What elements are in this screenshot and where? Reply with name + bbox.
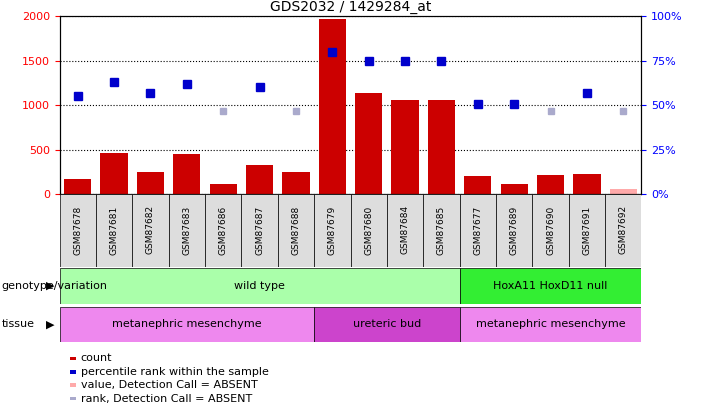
Bar xyxy=(501,184,528,194)
Bar xyxy=(210,184,237,194)
Bar xyxy=(96,194,132,267)
Text: GSM87686: GSM87686 xyxy=(219,205,228,255)
Bar xyxy=(460,268,641,304)
Text: ▶: ▶ xyxy=(46,320,54,329)
Text: wild type: wild type xyxy=(234,281,285,291)
Text: count: count xyxy=(81,354,112,363)
Bar xyxy=(60,268,460,304)
Text: GSM87690: GSM87690 xyxy=(546,205,555,255)
Bar xyxy=(573,174,601,194)
Bar xyxy=(532,194,569,267)
Bar xyxy=(241,194,278,267)
Bar xyxy=(460,194,496,267)
Text: rank, Detection Call = ABSENT: rank, Detection Call = ABSENT xyxy=(81,394,252,403)
Bar xyxy=(64,179,91,194)
Text: ▶: ▶ xyxy=(46,281,54,291)
Bar xyxy=(355,93,382,194)
Text: GSM87677: GSM87677 xyxy=(473,205,482,255)
Text: HoxA11 HoxD11 null: HoxA11 HoxD11 null xyxy=(494,281,608,291)
Text: GSM87683: GSM87683 xyxy=(182,205,191,255)
Bar xyxy=(314,194,350,267)
Text: genotype/variation: genotype/variation xyxy=(1,281,107,291)
Bar xyxy=(169,194,205,267)
Text: GSM87689: GSM87689 xyxy=(510,205,519,255)
Text: GSM87682: GSM87682 xyxy=(146,205,155,254)
Bar xyxy=(605,194,641,267)
Text: GSM87685: GSM87685 xyxy=(437,205,446,255)
Bar xyxy=(246,165,273,194)
Text: GSM87691: GSM87691 xyxy=(583,205,592,255)
Bar xyxy=(428,100,455,194)
Text: GSM87688: GSM87688 xyxy=(292,205,301,255)
Text: GSM87678: GSM87678 xyxy=(74,205,82,255)
Bar xyxy=(205,194,241,267)
Text: GSM87681: GSM87681 xyxy=(109,205,118,255)
Bar xyxy=(173,154,200,194)
Text: GSM87692: GSM87692 xyxy=(619,205,627,254)
Bar xyxy=(283,172,310,194)
Text: GSM87680: GSM87680 xyxy=(365,205,373,255)
Bar xyxy=(278,194,314,267)
Bar xyxy=(610,190,637,194)
Bar xyxy=(387,194,423,267)
Title: GDS2032 / 1429284_at: GDS2032 / 1429284_at xyxy=(270,0,431,14)
Bar xyxy=(60,194,96,267)
Bar xyxy=(423,194,460,267)
Text: tissue: tissue xyxy=(1,320,34,329)
Text: percentile rank within the sample: percentile rank within the sample xyxy=(81,367,268,377)
Bar xyxy=(60,307,314,342)
Bar xyxy=(569,194,605,267)
Bar xyxy=(496,194,532,267)
Bar xyxy=(537,175,564,194)
Text: GSM87684: GSM87684 xyxy=(400,205,409,254)
Bar xyxy=(132,194,169,267)
Text: GSM87679: GSM87679 xyxy=(328,205,336,255)
Text: metanephric mesenchyme: metanephric mesenchyme xyxy=(476,320,625,329)
Bar xyxy=(100,153,128,194)
Text: metanephric mesenchyme: metanephric mesenchyme xyxy=(112,320,261,329)
Bar xyxy=(391,100,418,194)
Bar xyxy=(460,307,641,342)
Bar xyxy=(314,307,460,342)
Bar xyxy=(464,176,491,194)
Bar xyxy=(350,194,387,267)
Bar xyxy=(137,172,164,194)
Text: GSM87687: GSM87687 xyxy=(255,205,264,255)
Text: ureteric bud: ureteric bud xyxy=(353,320,421,329)
Text: value, Detection Call = ABSENT: value, Detection Call = ABSENT xyxy=(81,380,257,390)
Bar xyxy=(319,19,346,194)
